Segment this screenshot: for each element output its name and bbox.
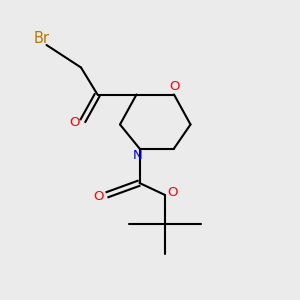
- Text: O: O: [167, 185, 178, 199]
- Text: O: O: [94, 190, 104, 203]
- Text: Br: Br: [34, 31, 50, 46]
- Text: O: O: [70, 116, 80, 130]
- Text: N: N: [133, 148, 143, 162]
- Text: O: O: [169, 80, 179, 94]
